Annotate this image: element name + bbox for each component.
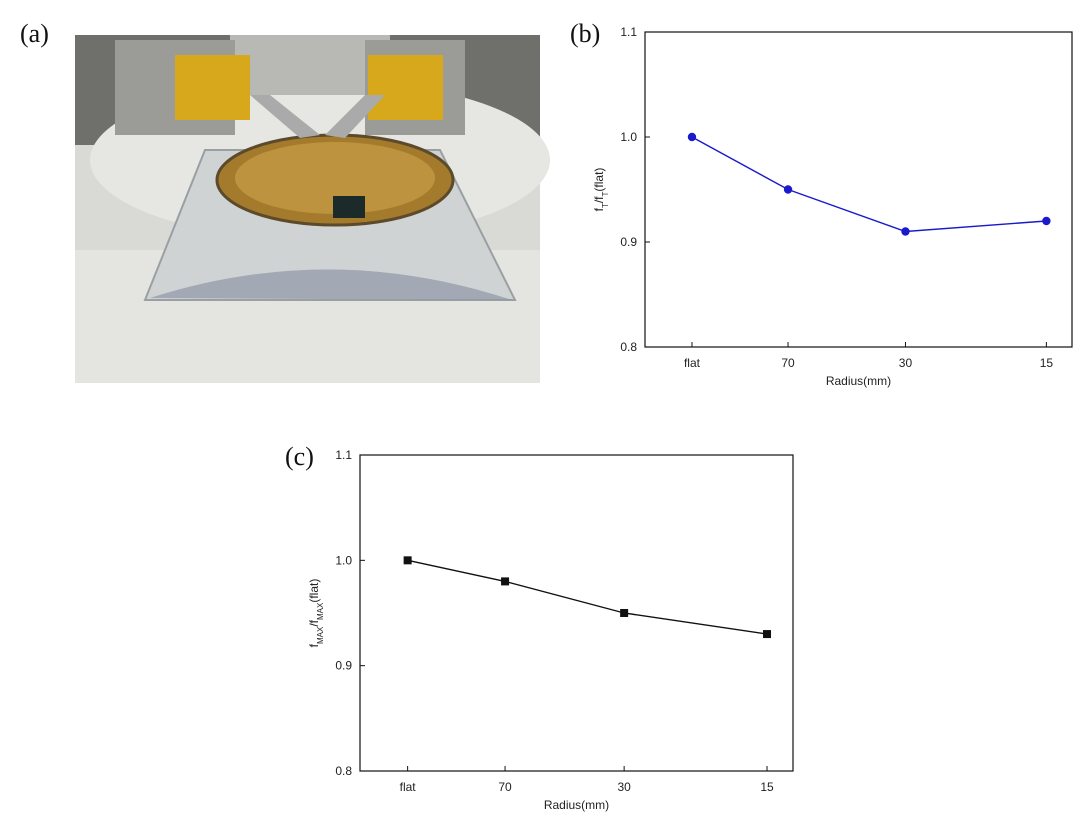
y-tick-label: 1.1 [335, 448, 352, 462]
y-axis-label-part: (flat) [307, 579, 321, 603]
photo [75, 35, 550, 383]
x-tick-label: 15 [1040, 356, 1054, 370]
marker [501, 577, 510, 586]
y-axis-label-part: (flat) [592, 168, 606, 192]
marker [1042, 216, 1051, 226]
line [407, 559, 768, 635]
y-tick-label: 1.0 [620, 130, 637, 144]
marker [783, 185, 793, 194]
y-axis-label-part: MAX [316, 626, 325, 644]
y-tick-label: 0.8 [620, 340, 637, 354]
y-axis-label-part: T [601, 191, 610, 196]
x-tick-label: 30 [617, 780, 631, 794]
x-tick-label: 70 [781, 356, 795, 370]
y-axis-label-part: f [307, 643, 321, 647]
panel-label: (a) [20, 19, 49, 48]
x-tick-label: 30 [899, 356, 913, 370]
plot-frame [644, 31, 1073, 348]
line [691, 136, 1047, 233]
x-axis-label: Radius(mm) [826, 374, 891, 388]
y-axis-label-part: f [592, 207, 606, 211]
y-axis-label: fMAX/fMAX(flat) [307, 579, 325, 648]
x-tick-label: flat [400, 780, 417, 794]
y-tick-label: 0.9 [335, 659, 352, 673]
x-axis-label: Radius(mm) [544, 798, 609, 812]
y-axis-label-part: T [601, 203, 610, 208]
x-tick-label: 15 [760, 780, 774, 794]
x-tick-label: 70 [498, 780, 512, 794]
y-tick-label: 1.1 [620, 25, 637, 39]
plot-frame [359, 454, 794, 772]
y-axis-label-part: /f [307, 619, 321, 626]
y-tick-label: 0.9 [620, 235, 637, 249]
marker [687, 132, 697, 142]
panel-label: (b) [570, 19, 600, 48]
y-axis-label-part: MAX [316, 602, 325, 620]
y-tick-label: 0.8 [335, 764, 352, 778]
marker [763, 630, 772, 639]
y-axis-label: fT/fT(flat) [592, 168, 610, 212]
y-axis-label-part: /f [592, 196, 606, 203]
y-tick-label: 1.0 [335, 553, 352, 567]
panel-label: (c) [285, 442, 314, 471]
marker [620, 609, 629, 617]
marker [901, 227, 910, 236]
x-tick-label: flat [684, 356, 701, 370]
marker [403, 556, 412, 565]
